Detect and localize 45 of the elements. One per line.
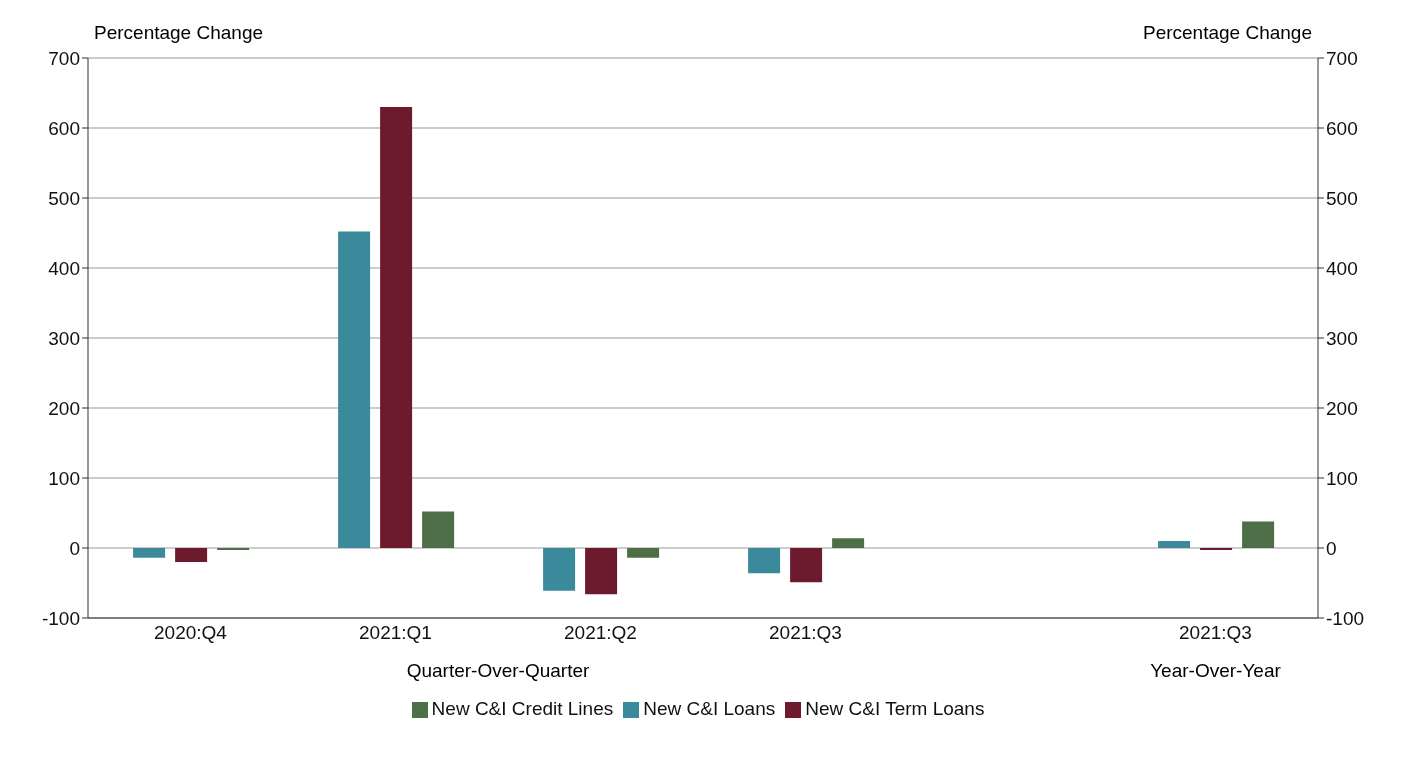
y-tick-label: 600 <box>48 117 80 139</box>
bar <box>832 538 865 548</box>
y2-tick-label: 700 <box>1326 47 1358 69</box>
y2-tick-label: 100 <box>1326 467 1358 489</box>
text: Quarter-Over-Quarter <box>406 660 590 682</box>
bar <box>748 548 781 574</box>
bar <box>422 511 455 548</box>
y-tick-label: 500 <box>48 187 80 209</box>
bar <box>380 107 413 548</box>
bar <box>543 548 576 591</box>
y2-tick-label: 600 <box>1326 117 1358 139</box>
y-tick-label: 700 <box>48 47 80 69</box>
y-tick-label: 100 <box>48 467 80 489</box>
y-tick-label: -100 <box>41 607 80 629</box>
x-tick-label: 2021:Q2 <box>564 622 637 644</box>
y-tick-label: 0 <box>69 537 80 559</box>
bar <box>627 548 660 558</box>
legend-label: New C&I Credit Lines <box>431 698 614 719</box>
y-tick-label: 200 <box>48 397 80 419</box>
y2-tick-label: 200 <box>1326 397 1358 419</box>
bar <box>133 548 166 558</box>
y2-tick-label: 0 <box>1326 537 1337 559</box>
x-tick-label: 2021:Q1 <box>359 622 432 644</box>
y2-tick-label: -100 <box>1326 607 1365 629</box>
legend-label: New C&I Term Loans <box>805 698 985 719</box>
bar <box>1158 541 1191 548</box>
y2-axis-title: Percentage Change <box>1142 22 1312 44</box>
y-axis-title: Percentage Change <box>94 22 264 44</box>
x-tick-label: 2021:Q3 <box>769 622 842 644</box>
y2-tick-label: 400 <box>1326 257 1358 279</box>
y-tick-label: 400 <box>48 257 80 279</box>
legend-label: New C&I Loans <box>643 698 776 719</box>
bar <box>338 231 371 548</box>
bar <box>790 548 823 583</box>
bar <box>1242 521 1275 548</box>
x-tick-label: 2021:Q3 <box>1179 622 1252 644</box>
y-tick-label: 300 <box>48 327 80 349</box>
x-tick-label: 2020:Q4 <box>154 622 228 644</box>
bar <box>217 548 250 551</box>
text: Year-Over-Year <box>1150 660 1281 682</box>
y2-tick-label: 300 <box>1326 327 1358 349</box>
y2-tick-label: 500 <box>1326 187 1358 209</box>
bar <box>175 548 208 562</box>
bar <box>1200 548 1233 551</box>
bar <box>585 548 618 595</box>
